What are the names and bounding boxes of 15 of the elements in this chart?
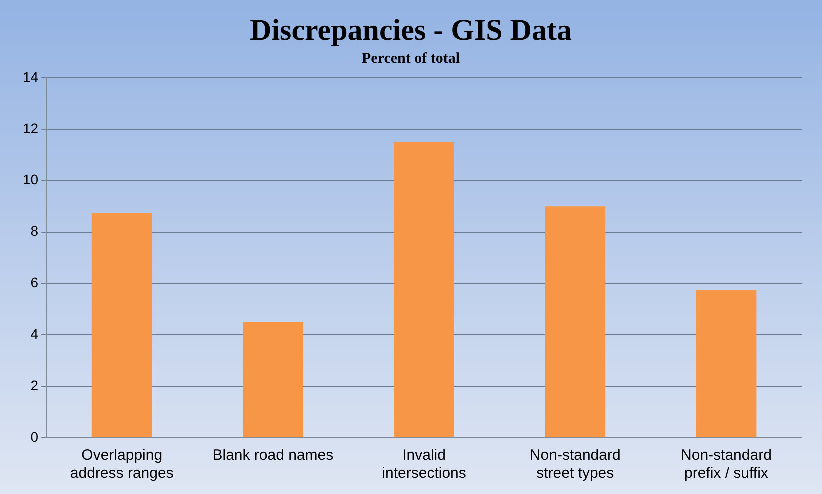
y-tick-label: 14 xyxy=(22,68,39,85)
x-tick-label: Overlapping address ranges xyxy=(70,447,174,482)
x-tick-label: Non-standard street types xyxy=(530,447,621,482)
chart-subtitle: Percent of total xyxy=(362,50,460,67)
x-tick-label: Blank road names xyxy=(212,447,334,464)
x-tick-label: Non-standard prefix / suffix xyxy=(681,447,772,482)
y-tick-label: 0 xyxy=(30,428,39,445)
y-tick-label: 4 xyxy=(30,326,39,342)
y-tick-label: 10 xyxy=(22,172,39,188)
y-tick-label: 6 xyxy=(30,274,39,291)
chart-title: Discrepancies - GIS Data xyxy=(250,14,572,47)
y-tick-label: 2 xyxy=(30,377,39,394)
y-tick-label: 12 xyxy=(22,120,39,136)
x-tick-label: Invalid intersections xyxy=(382,447,466,482)
y-tick-label: 8 xyxy=(30,223,39,240)
